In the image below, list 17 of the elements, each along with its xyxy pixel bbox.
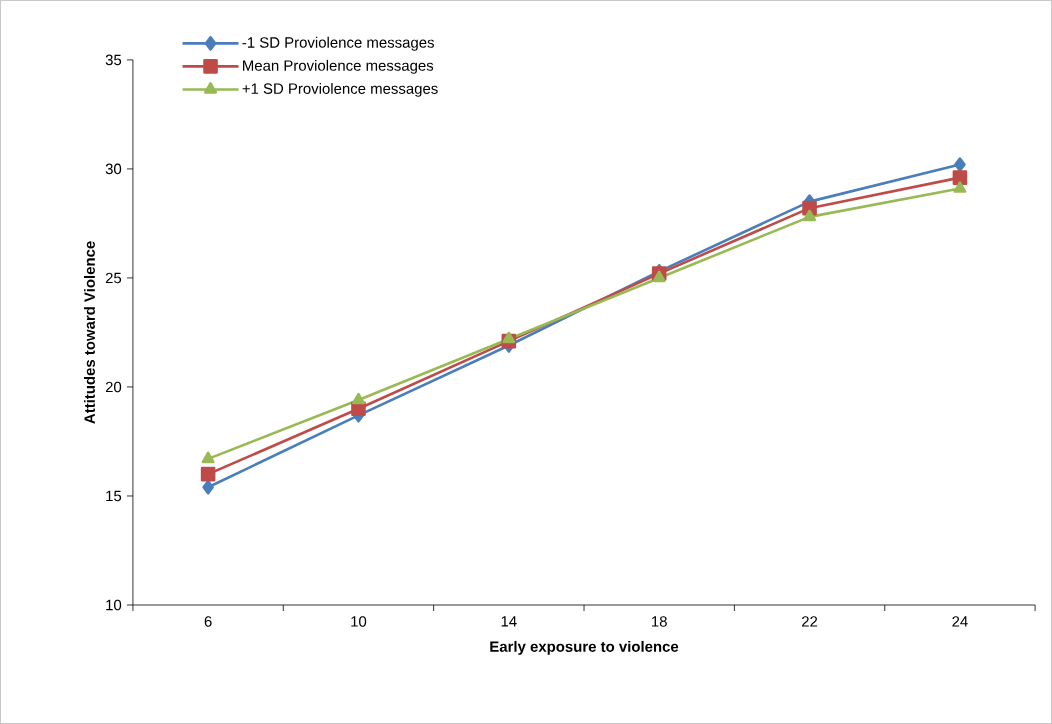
y-tick-label: 35 (105, 54, 122, 66)
y-tick-label: 25 (105, 272, 122, 284)
x-tick-label: 24 (952, 616, 968, 627)
x-tick-label: 22 (802, 616, 818, 627)
x-tick-label: 14 (501, 616, 517, 627)
y-tick-label: 15 (106, 490, 122, 502)
y-tick-label: 30 (105, 163, 122, 175)
y-axis-title: Attitudes toward Violence (83, 241, 95, 424)
x-tick-label: 6 (204, 616, 212, 627)
legend-label: Mean Proviolence messages (243, 59, 434, 74)
x-tick-label: 10 (351, 616, 367, 627)
y-tick-label: 10 (106, 599, 122, 611)
legend-label: -1 SD Proviolence messages (242, 36, 434, 51)
legend-label: +1 SD Proviolence messages (242, 82, 438, 97)
x-tick-label: 18 (652, 616, 667, 627)
x-axis-title: Early exposure to violence (490, 640, 679, 655)
y-tick-label: 20 (105, 381, 122, 393)
